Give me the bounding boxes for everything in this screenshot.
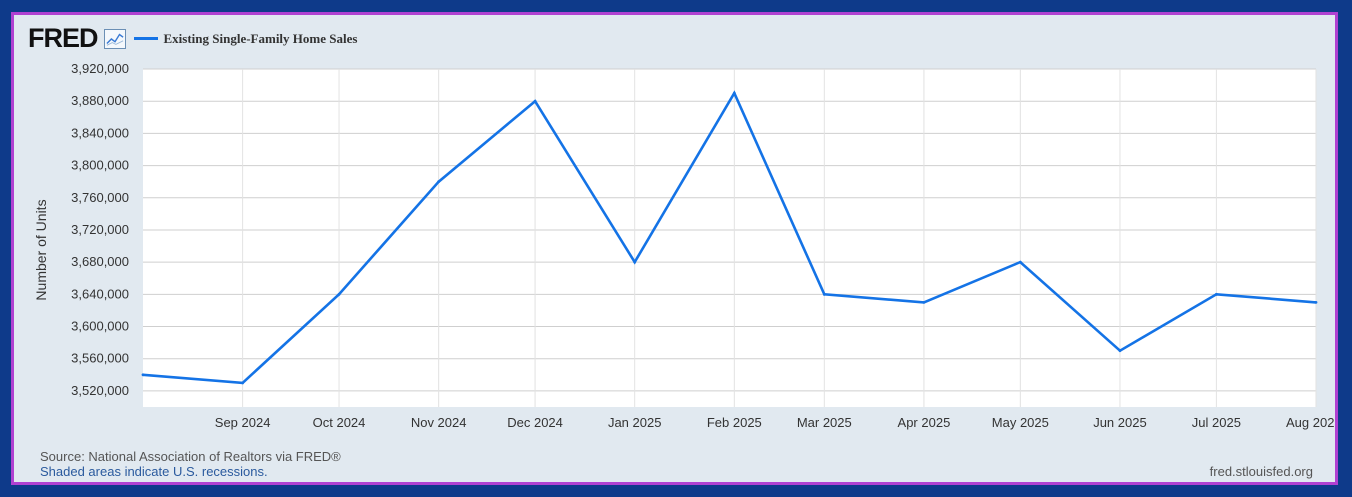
data-point [1314,300,1318,304]
chart-footer: Source: National Association of Realtors… [40,449,341,479]
x-tick-label: Jan 2025 [608,415,662,430]
y-tick-label: 3,600,000 [71,319,129,334]
fred-logo[interactable]: FRED [28,23,98,53]
x-tick-label: Sep 2024 [215,415,271,430]
y-tick-label: 3,680,000 [71,254,129,269]
data-point [1214,292,1218,296]
data-point [141,373,145,377]
data-point [922,300,926,304]
data-point [1118,349,1122,353]
x-tick-label: Aug 2025 [1286,415,1335,430]
y-tick-label: 3,720,000 [71,222,129,237]
x-tick-label: Feb 2025 [707,415,762,430]
site-url[interactable]: fred.stlouisfed.org [1209,464,1313,479]
y-tick-label: 3,920,000 [71,61,129,76]
data-point [241,381,245,385]
y-tick-label: 3,800,000 [71,158,129,173]
y-tick-label: 3,760,000 [71,190,129,205]
data-point [732,91,736,95]
data-point [437,180,441,184]
data-point [1018,260,1022,264]
data-point [633,260,637,264]
x-tick-label: May 2025 [992,415,1049,430]
x-tick-label: Jul 2025 [1192,415,1241,430]
recession-note: Shaded areas indicate U.S. recessions. [40,464,268,479]
y-tick-label: 3,640,000 [71,286,129,301]
x-tick-label: Nov 2024 [411,415,467,430]
y-tick-label: 3,840,000 [71,125,129,140]
data-point [822,292,826,296]
y-tick-label: 3,520,000 [71,383,129,398]
legend-swatch [133,37,158,40]
x-tick-label: Oct 2024 [313,415,366,430]
y-tick-label: 3,880,000 [71,93,129,108]
plot-area [143,69,1316,407]
y-tick-label: 3,560,000 [71,351,129,366]
data-point [337,292,341,296]
source-note: Source: National Association of Realtors… [40,449,341,464]
x-tick-label: Mar 2025 [797,415,852,430]
y-axis-label: Number of Units [33,199,49,300]
chart-panel: 3,520,000 3,560,000 3,600,000 3,640,000 3,68… [11,12,1338,485]
x-tick-label: Dec 2024 [507,415,563,430]
chart-header: FRED Existing Single-Family Home Sales [28,25,357,52]
line-chart-icon [103,28,126,49]
x-tick-label: Jun 2025 [1093,415,1147,430]
legend-label: Existing Single-Family Home Sales [163,30,358,46]
x-tick-label: Apr 2025 [898,415,951,430]
line-chart: 3,520,000 3,560,000 3,600,000 3,640,000 3,68… [33,61,1335,430]
data-point [533,99,537,103]
